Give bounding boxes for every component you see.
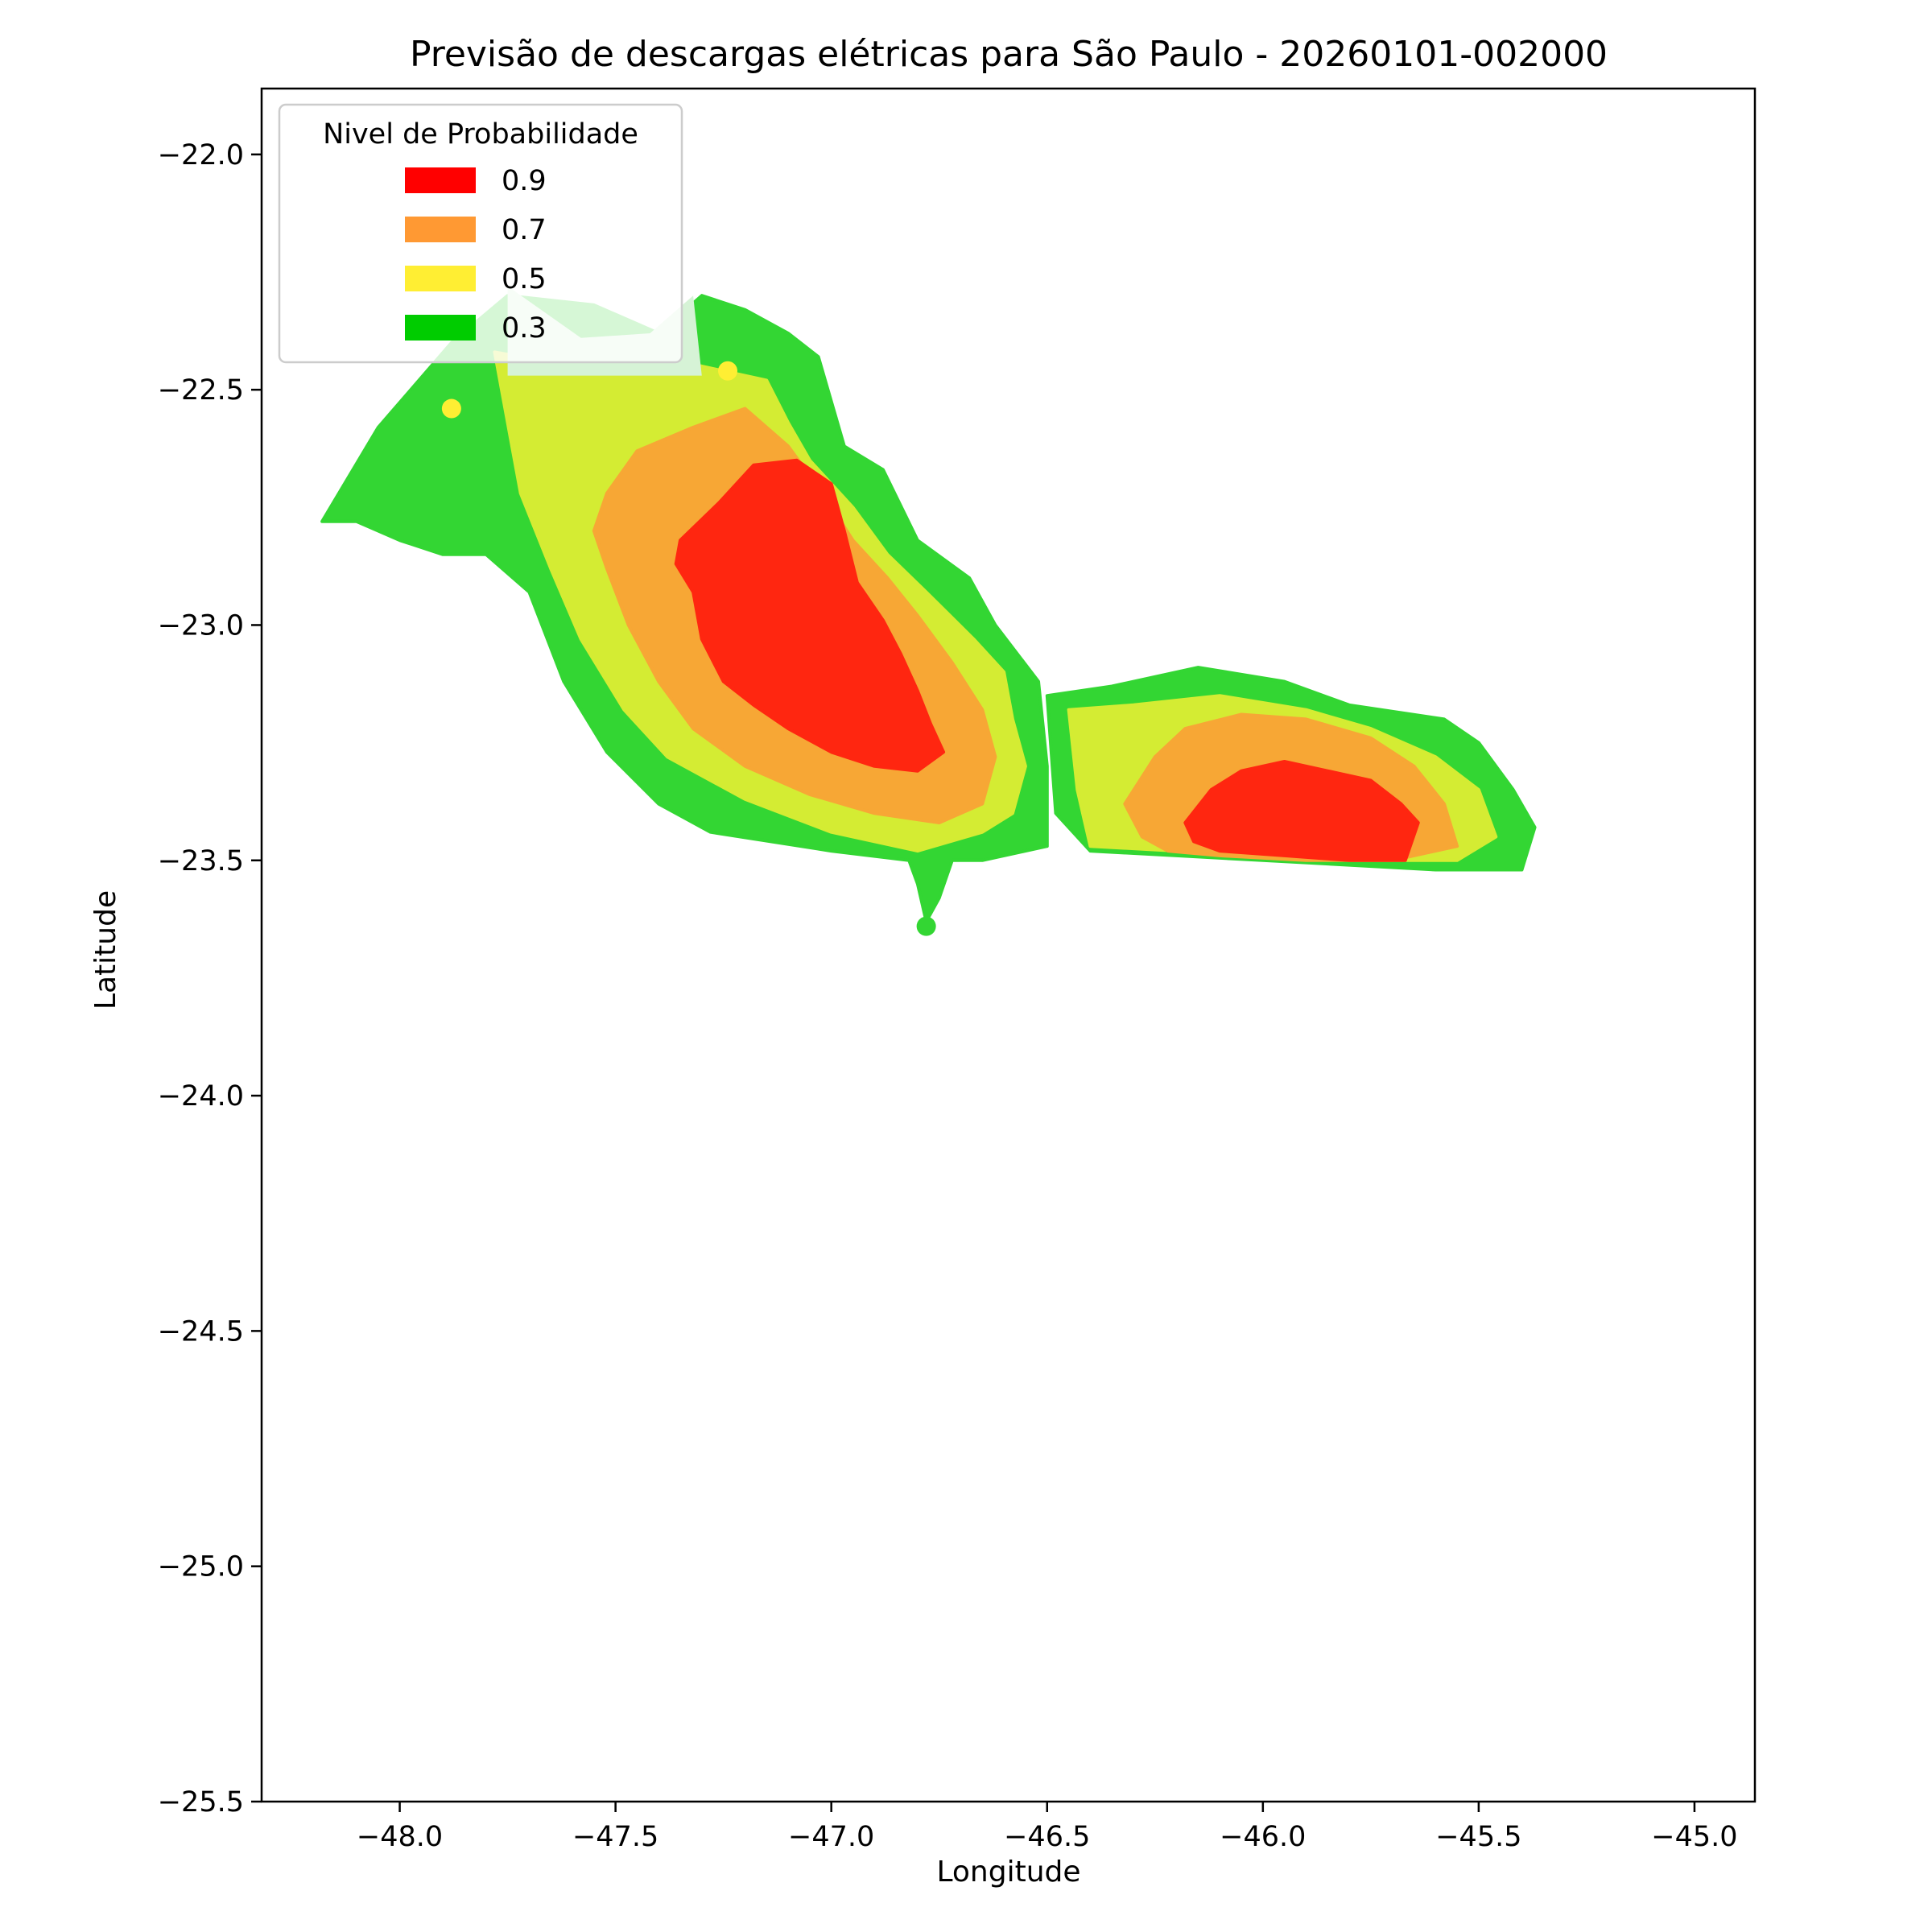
- x-tick-label: −48.0: [357, 1821, 443, 1853]
- legend-swatch: [405, 315, 476, 341]
- x-tick-label: −47.5: [572, 1821, 658, 1853]
- legend-label: 0.3: [502, 312, 547, 345]
- x-tick-label: −45.5: [1435, 1821, 1521, 1853]
- legend-swatch: [405, 266, 476, 291]
- legend-title: Nivel de Probabilidade: [323, 118, 638, 151]
- chart-title: Previsão de descargas elétricas para São…: [410, 34, 1608, 75]
- legend-label: 0.5: [502, 263, 547, 295]
- contour-region-level-0-9-0: [674, 458, 946, 773]
- y-tick-label: −22.0: [158, 139, 244, 171]
- legend: Nivel de Probabilidade 0.9 0.7 0.5 0.3: [278, 103, 683, 364]
- y-tick-label: −25.5: [158, 1786, 244, 1818]
- x-axis-label: Longitude: [936, 1856, 1080, 1889]
- contour-point-0: [441, 398, 461, 419]
- axes-frame: [260, 87, 1757, 1803]
- y-tick-label: −23.0: [158, 609, 244, 642]
- legend-swatch: [405, 217, 476, 242]
- y-tick-label: −23.5: [158, 845, 244, 877]
- contour-point-1: [718, 361, 738, 381]
- y-tick-label: −25.0: [158, 1551, 244, 1583]
- axes: −48.0 −47.5 −47.0 −46.5 −46.0 −45.5 −45.0 −22.0…: [158, 87, 1757, 1853]
- contour-region-level-0-9-1: [1183, 760, 1420, 862]
- x-tick-label: −46.0: [1220, 1821, 1306, 1853]
- y-tick-label: −22.5: [158, 374, 244, 407]
- y-tick-label: −24.0: [158, 1080, 244, 1113]
- y-tick-label: −24.5: [158, 1315, 244, 1348]
- contour-point-2: [916, 916, 936, 936]
- legend-box: [278, 103, 683, 364]
- x-tick-label: −46.5: [1004, 1821, 1090, 1853]
- x-tick-label: −47.0: [788, 1821, 874, 1853]
- x-tick-label: −45.0: [1651, 1821, 1737, 1853]
- y-axis-label: Latitude: [89, 890, 122, 1009]
- legend-swatch: [405, 167, 476, 193]
- legend-label: 0.9: [502, 165, 547, 197]
- legend-label: 0.7: [502, 214, 547, 246]
